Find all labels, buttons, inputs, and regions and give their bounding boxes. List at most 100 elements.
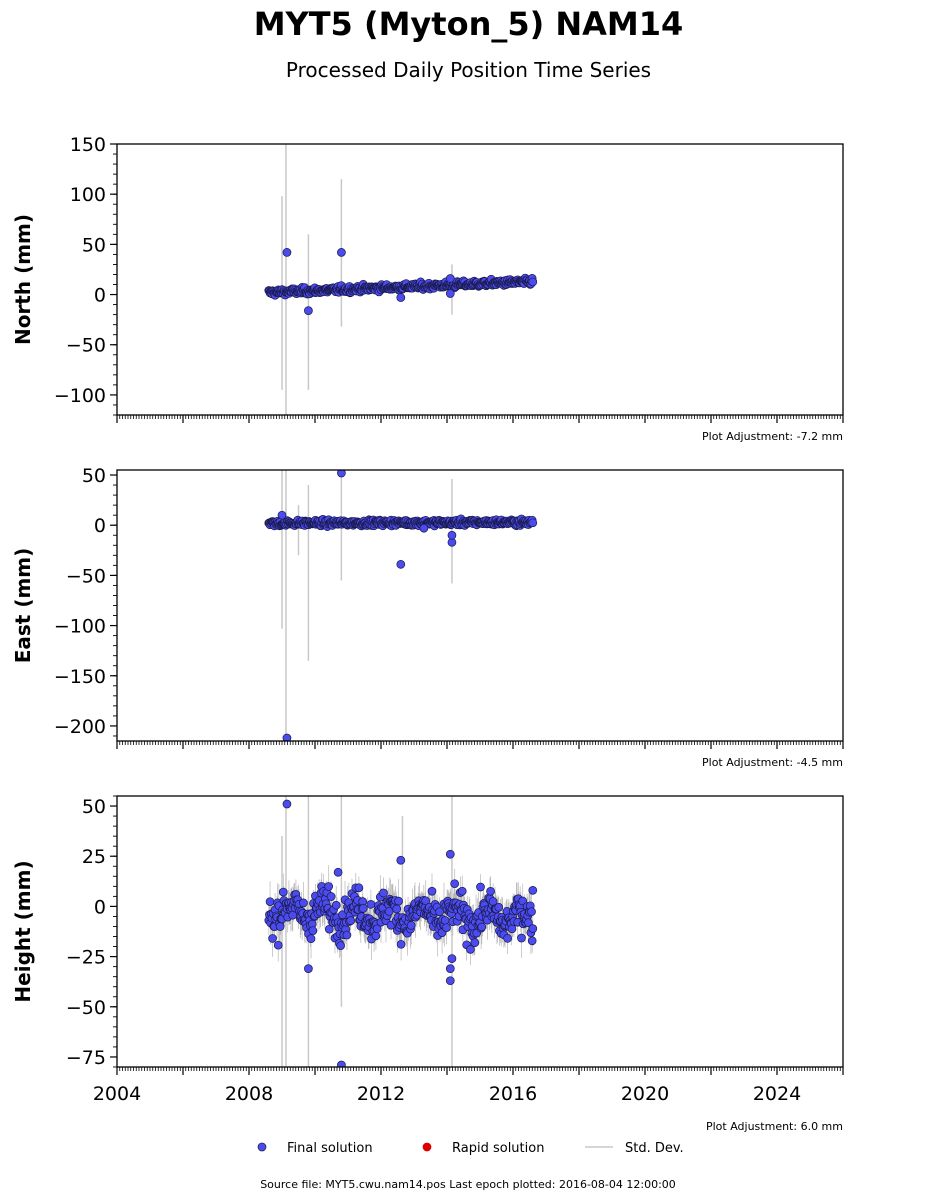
y-axis-label: East (mm) [11, 548, 35, 664]
x-tick-label: 2008 [225, 1083, 273, 1105]
data-point [494, 902, 504, 912]
data-point [524, 918, 533, 928]
x-tick-label: 2012 [357, 1083, 405, 1105]
legend-label: Std. Dev. [625, 1141, 684, 1156]
data-point [503, 934, 512, 943]
data-point [265, 897, 275, 907]
plot-adjustment: Plot Adjustment: 6.0 mm [706, 1120, 843, 1133]
y-tick-label: −150 [54, 666, 106, 688]
y-tick-label: 0 [94, 515, 106, 537]
plot-adjustment: Plot Adjustment: -7.2 mm [702, 430, 843, 443]
data-point [435, 907, 444, 917]
x-tick-label: 2016 [489, 1083, 537, 1105]
y-tick-label: 0 [94, 285, 106, 307]
data-point [304, 306, 313, 315]
plot-area [264, 796, 538, 1067]
plot-area [264, 144, 538, 415]
data-point [282, 799, 292, 809]
data-point [517, 933, 526, 943]
data-point [324, 882, 334, 891]
data-point [342, 930, 352, 940]
data-point [273, 940, 283, 950]
data-point [275, 922, 285, 931]
data-point [445, 289, 455, 298]
legend-marker-rapid [422, 1142, 432, 1152]
data-point [394, 896, 403, 906]
data-point [527, 907, 536, 917]
y-axis-label: North (mm) [11, 214, 35, 345]
data-point [337, 1060, 346, 1067]
data-point [476, 882, 485, 892]
data-point [445, 976, 455, 986]
x-tick-label: 2020 [621, 1083, 669, 1105]
legend-marker-final [257, 1142, 267, 1152]
y-tick-label: −50 [66, 335, 106, 357]
y-axis-label: Height (mm) [11, 860, 35, 1002]
y-tick-label: −50 [66, 997, 106, 1019]
plot-adjustment: Plot Adjustment: -4.5 mm [702, 756, 843, 769]
legend: Final solution Rapid solution Std. Dev. [257, 1141, 684, 1156]
panel-2: −200 −150 −100 −50 0 50 East (mm) Plot Adjustme… [11, 465, 844, 769]
plot-area [264, 470, 538, 741]
legend-label: Rapid solution [452, 1141, 544, 1156]
y-tick-label: −25 [66, 947, 106, 969]
data-point [278, 887, 288, 897]
data-point [304, 964, 313, 973]
y-tick-label: 50 [82, 796, 106, 818]
data-point [358, 904, 368, 913]
data-point [282, 733, 292, 741]
data-point [419, 523, 429, 533]
data-point [354, 883, 364, 893]
data-point [396, 293, 406, 302]
data-point [299, 898, 308, 908]
data-point [396, 559, 406, 569]
data-point [392, 904, 402, 914]
y-tick-label: 150 [70, 134, 106, 156]
final-solution-points [264, 799, 538, 1067]
data-point [528, 924, 538, 933]
data-point [306, 934, 316, 944]
data-point [507, 924, 517, 934]
x-tick-label: 2004 [93, 1083, 141, 1105]
data-point [445, 964, 455, 973]
x-tick-label: 2024 [753, 1083, 801, 1105]
data-point [366, 900, 376, 909]
y-tick-label: 0 [94, 896, 106, 918]
y-tick-label: −75 [66, 1047, 106, 1069]
data-point [268, 934, 277, 943]
data-point [447, 530, 457, 540]
y-tick-label: −50 [66, 565, 106, 587]
data-point [450, 879, 460, 889]
data-point [470, 938, 480, 947]
y-tick-label: 50 [82, 234, 106, 256]
data-point [308, 926, 318, 936]
y-tick-label: −200 [54, 716, 106, 738]
stddev-bars [268, 470, 534, 741]
y-tick-label: 50 [82, 465, 106, 487]
legend-label: Final solution [287, 1141, 373, 1156]
data-point [486, 887, 495, 896]
y-tick-label: −100 [54, 616, 106, 638]
final-solution-points [264, 470, 538, 741]
data-point [528, 277, 538, 287]
panel-1: −100 −50 0 50 100 150 North (mm) Plot Adjustmen… [11, 134, 844, 443]
data-point [406, 921, 416, 930]
data-point [477, 922, 487, 932]
data-point [277, 510, 287, 520]
data-point [466, 945, 475, 954]
data-point [337, 248, 346, 257]
figure-title: MYT5 (Myton_5) NAM14 [253, 5, 684, 43]
data-point [396, 855, 406, 865]
data-point [331, 900, 341, 910]
data-point [457, 886, 467, 896]
data-point [288, 910, 298, 920]
data-point [528, 885, 538, 895]
data-point [528, 518, 538, 528]
axes-frame [116, 469, 844, 742]
data-point [445, 274, 455, 283]
data-point [440, 916, 450, 925]
data-point [346, 916, 356, 926]
data-point [336, 941, 345, 951]
data-point [282, 248, 292, 257]
